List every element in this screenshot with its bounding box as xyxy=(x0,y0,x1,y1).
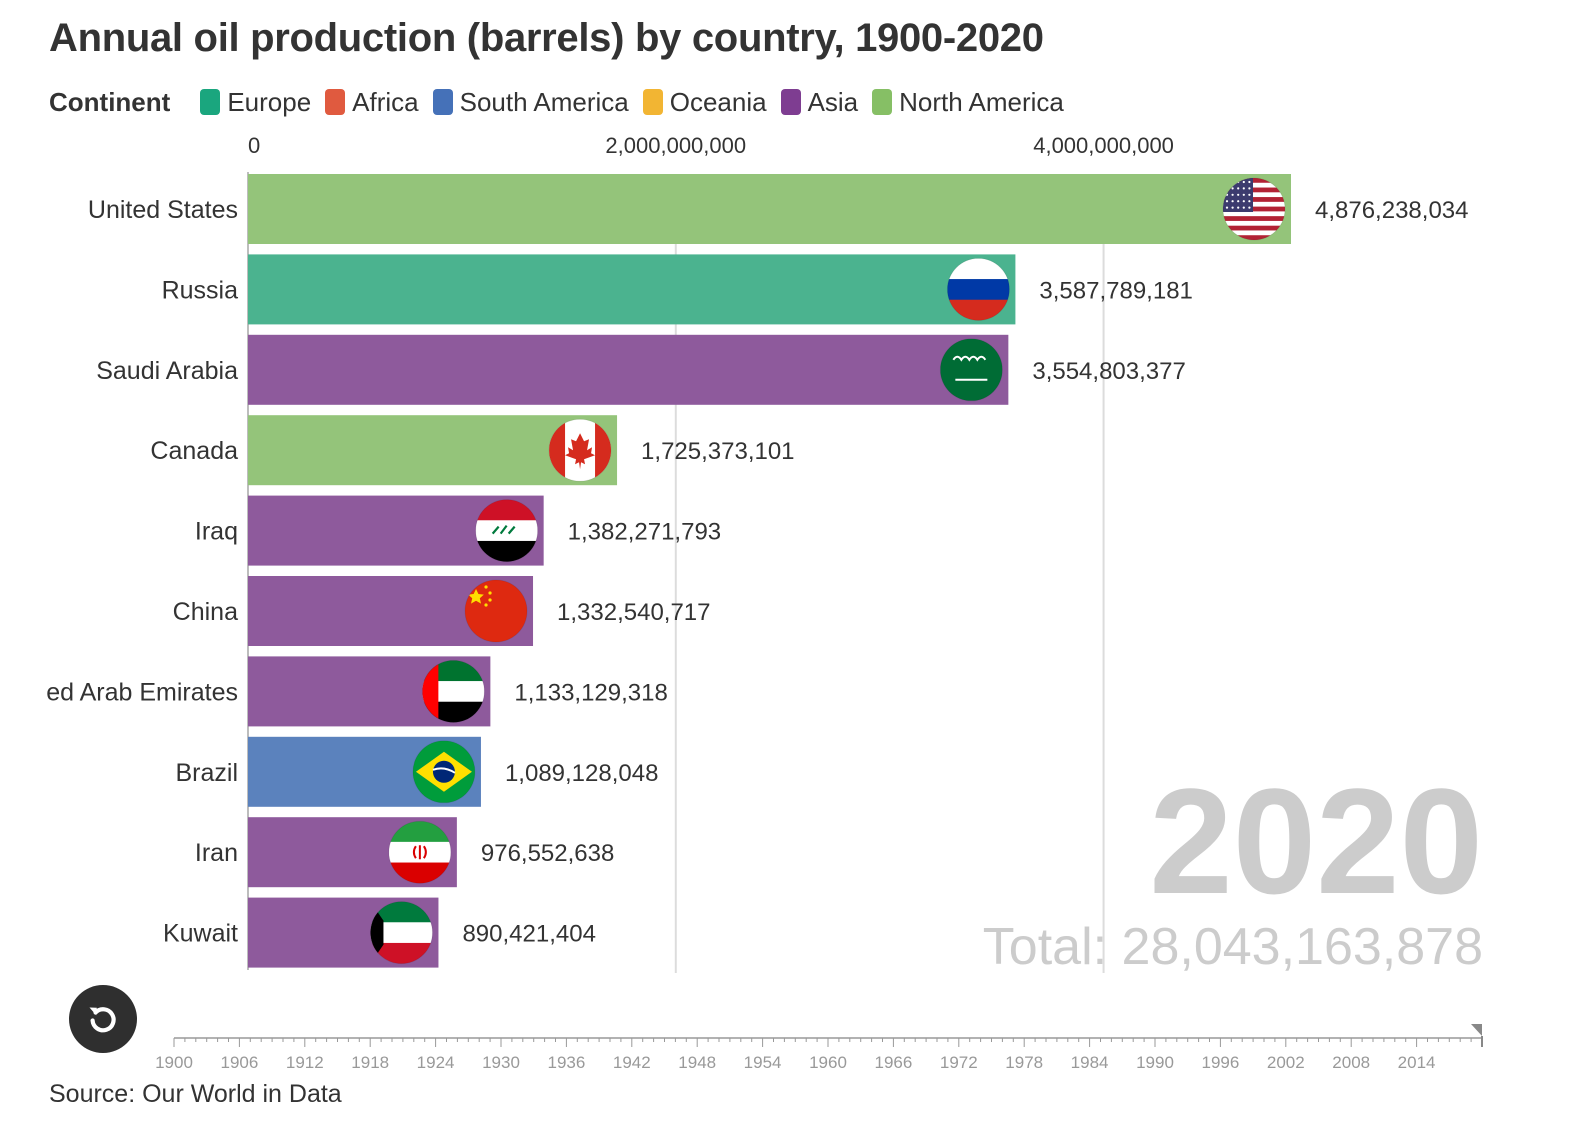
brazil-flag-icon xyxy=(412,740,476,804)
value-label: 1,133,129,318 xyxy=(514,679,667,706)
category-label: Iraq xyxy=(195,518,238,546)
timeline-label: 1924 xyxy=(417,1053,455,1072)
timeline-label: 1942 xyxy=(613,1053,651,1072)
category-label: Brazil xyxy=(175,759,238,787)
x-tick-label: 4,000,000,000 xyxy=(1033,133,1174,158)
legend-label: North America xyxy=(899,86,1064,117)
legend-swatch xyxy=(642,89,663,115)
category-label: Russia xyxy=(162,276,239,304)
timeline-label: 1984 xyxy=(1071,1053,1109,1072)
legend-label: Europe xyxy=(227,86,312,117)
timeline-label: 1918 xyxy=(351,1053,389,1072)
chart-title: Annual oil production (barrels) by count… xyxy=(49,16,1044,60)
current-year: 2020 xyxy=(1149,757,1483,925)
value-label: 4,876,238,034 xyxy=(1315,197,1468,224)
category-label: United States xyxy=(88,196,238,224)
legend-item-south-america[interactable]: South America xyxy=(432,86,629,118)
timeline-label: 2002 xyxy=(1267,1053,1305,1072)
value-label: 3,587,789,181 xyxy=(1039,277,1192,304)
legend-item-oceania[interactable]: Oceania xyxy=(642,86,767,118)
legend-label: Asia xyxy=(807,86,859,117)
timeline-label: 1936 xyxy=(547,1053,585,1072)
iraq-flag-icon xyxy=(475,499,539,563)
us-flag-icon xyxy=(1222,177,1286,241)
legend-swatch xyxy=(200,89,221,115)
legend-swatch xyxy=(780,89,801,115)
legend-title: Continent xyxy=(49,86,171,117)
timeline-label: 1978 xyxy=(1005,1053,1043,1072)
replay-icon xyxy=(89,1007,116,1033)
total-label: Total: 28,043,163,878 xyxy=(983,918,1483,976)
value-label: 1,725,373,101 xyxy=(641,438,794,465)
bar[interactable] xyxy=(248,174,1291,244)
legend-swatch xyxy=(325,89,346,115)
legend-label: South America xyxy=(459,86,629,117)
timeline-label: 1900 xyxy=(155,1053,193,1072)
timeline-label: 1996 xyxy=(1201,1053,1239,1072)
overlay-layer: 2020 Total: 28,043,163,878 xyxy=(983,757,1483,976)
x-tick-label: 0 xyxy=(248,133,260,158)
timeline-label: 1930 xyxy=(482,1053,520,1072)
legend: Continent Europe Africa South America Oc… xyxy=(49,86,1078,118)
legend-swatch xyxy=(872,89,893,115)
legend-item-africa[interactable]: Africa xyxy=(325,86,419,118)
value-label: 1,089,128,048 xyxy=(505,760,658,787)
value-label: 1,382,271,793 xyxy=(568,519,721,546)
timeline-handle[interactable] xyxy=(1471,1024,1482,1036)
timeline-label: 1906 xyxy=(220,1053,258,1072)
category-label: Canada xyxy=(150,437,238,465)
legend-item-asia[interactable]: Asia xyxy=(780,86,859,118)
bars-layer: United States 4,876,238,034 Russia 3,587,78… xyxy=(46,174,1468,968)
timeline-label: 1912 xyxy=(286,1053,324,1072)
russia-flag-icon xyxy=(946,257,1010,321)
timeline-label: 2014 xyxy=(1398,1053,1436,1072)
timeline-label: 2008 xyxy=(1332,1053,1370,1072)
kuwait-flag-icon xyxy=(369,901,433,965)
timeline[interactable]: 1900 1906 1912 1918 1924 1930 1936 1942 1948 1954… xyxy=(155,1024,1483,1072)
value-label: 3,554,803,377 xyxy=(1032,358,1185,385)
china-flag-icon xyxy=(464,579,528,643)
timeline-label: 1966 xyxy=(874,1053,912,1072)
category-label: Iran xyxy=(195,839,238,867)
value-label: 890,421,404 xyxy=(462,921,595,948)
legend-swatch xyxy=(432,89,453,115)
iran-flag-icon xyxy=(388,820,452,884)
category-label: Saudi Arabia xyxy=(96,357,238,385)
uae-flag-icon xyxy=(421,659,485,723)
legend-item-europe[interactable]: Europe xyxy=(200,87,311,118)
value-label: 976,552,638 xyxy=(481,840,614,867)
timeline-label: 1960 xyxy=(809,1053,847,1072)
legend-item-north-america[interactable]: North America xyxy=(872,87,1064,118)
category-label: ed Arab Emirates xyxy=(46,678,238,706)
timeline-label: 1972 xyxy=(940,1053,978,1072)
canada-flag-icon xyxy=(548,418,612,482)
category-label: China xyxy=(173,598,238,626)
timeline-label: 1954 xyxy=(744,1053,782,1072)
timeline-label: 1990 xyxy=(1136,1053,1174,1072)
source-note: Source: Our World in Data xyxy=(49,1080,342,1108)
bar[interactable] xyxy=(248,334,1009,405)
timeline-label: 1948 xyxy=(678,1053,716,1072)
category-label: Kuwait xyxy=(163,920,238,948)
legend-label: Oceania xyxy=(669,86,767,117)
saudi-arabia-flag-icon xyxy=(939,338,1003,402)
x-tick-label: 2,000,000,000 xyxy=(605,133,746,158)
bar[interactable] xyxy=(248,254,1016,325)
replay-button[interactable] xyxy=(69,985,137,1053)
legend-label: Africa xyxy=(352,86,419,117)
value-label: 1,332,540,717 xyxy=(557,599,710,626)
